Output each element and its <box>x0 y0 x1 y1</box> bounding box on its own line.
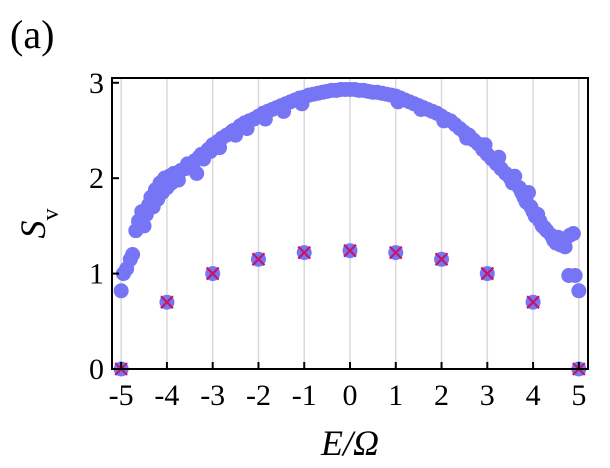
y-axis-label: Sv <box>13 209 64 239</box>
y-axis-ticks: 0 1 2 3 <box>89 67 119 386</box>
crossed-point-cross <box>526 295 540 309</box>
x-tick-label: -2 <box>246 379 271 412</box>
data-point <box>491 149 507 165</box>
y-tick-label: 2 <box>89 162 104 195</box>
crossed-point-cross <box>251 252 266 267</box>
x-axis-label: E/Ω <box>320 423 379 463</box>
x-tick-label: 0 <box>343 379 358 412</box>
x-tick-label: 4 <box>526 379 541 412</box>
x-tick-label: -3 <box>200 379 225 412</box>
y-tick-label: 1 <box>89 258 104 291</box>
crossed-point-cross <box>480 266 495 281</box>
x-tick-label: 1 <box>388 379 403 412</box>
y-tick-label: 0 <box>89 353 104 386</box>
data-point <box>125 247 141 263</box>
data-point <box>521 184 536 200</box>
panel-label: (a) <box>10 12 54 57</box>
crossed-point-cross <box>343 243 357 258</box>
x-tick-label: 3 <box>480 379 495 412</box>
crossed-point-cross <box>160 295 174 309</box>
data-point <box>567 267 583 283</box>
data-point <box>136 218 152 234</box>
x-tick-label: -1 <box>292 379 317 412</box>
x-tick-label: 2 <box>434 379 449 412</box>
data-point <box>189 165 205 181</box>
x-tick-label: -5 <box>109 379 134 412</box>
y-tick-label: 3 <box>89 67 104 100</box>
vertical-grid-lines <box>120 78 580 369</box>
data-point <box>113 283 129 299</box>
data-point <box>565 226 581 242</box>
series-filled-circles <box>113 81 587 299</box>
crossed-point-cross <box>205 266 220 281</box>
x-tick-label: 5 <box>571 379 586 412</box>
crossed-point-cross <box>434 252 449 267</box>
crossed-point-cross <box>297 245 312 260</box>
data-point <box>571 283 587 299</box>
data-point <box>557 239 573 255</box>
x-axis-ticks: -5 -4 -3 -2 -1 0 1 2 3 4 5 <box>109 362 586 412</box>
crossed-point-cross <box>388 245 403 260</box>
data-point <box>507 168 523 184</box>
x-tick-label: -4 <box>154 379 179 412</box>
